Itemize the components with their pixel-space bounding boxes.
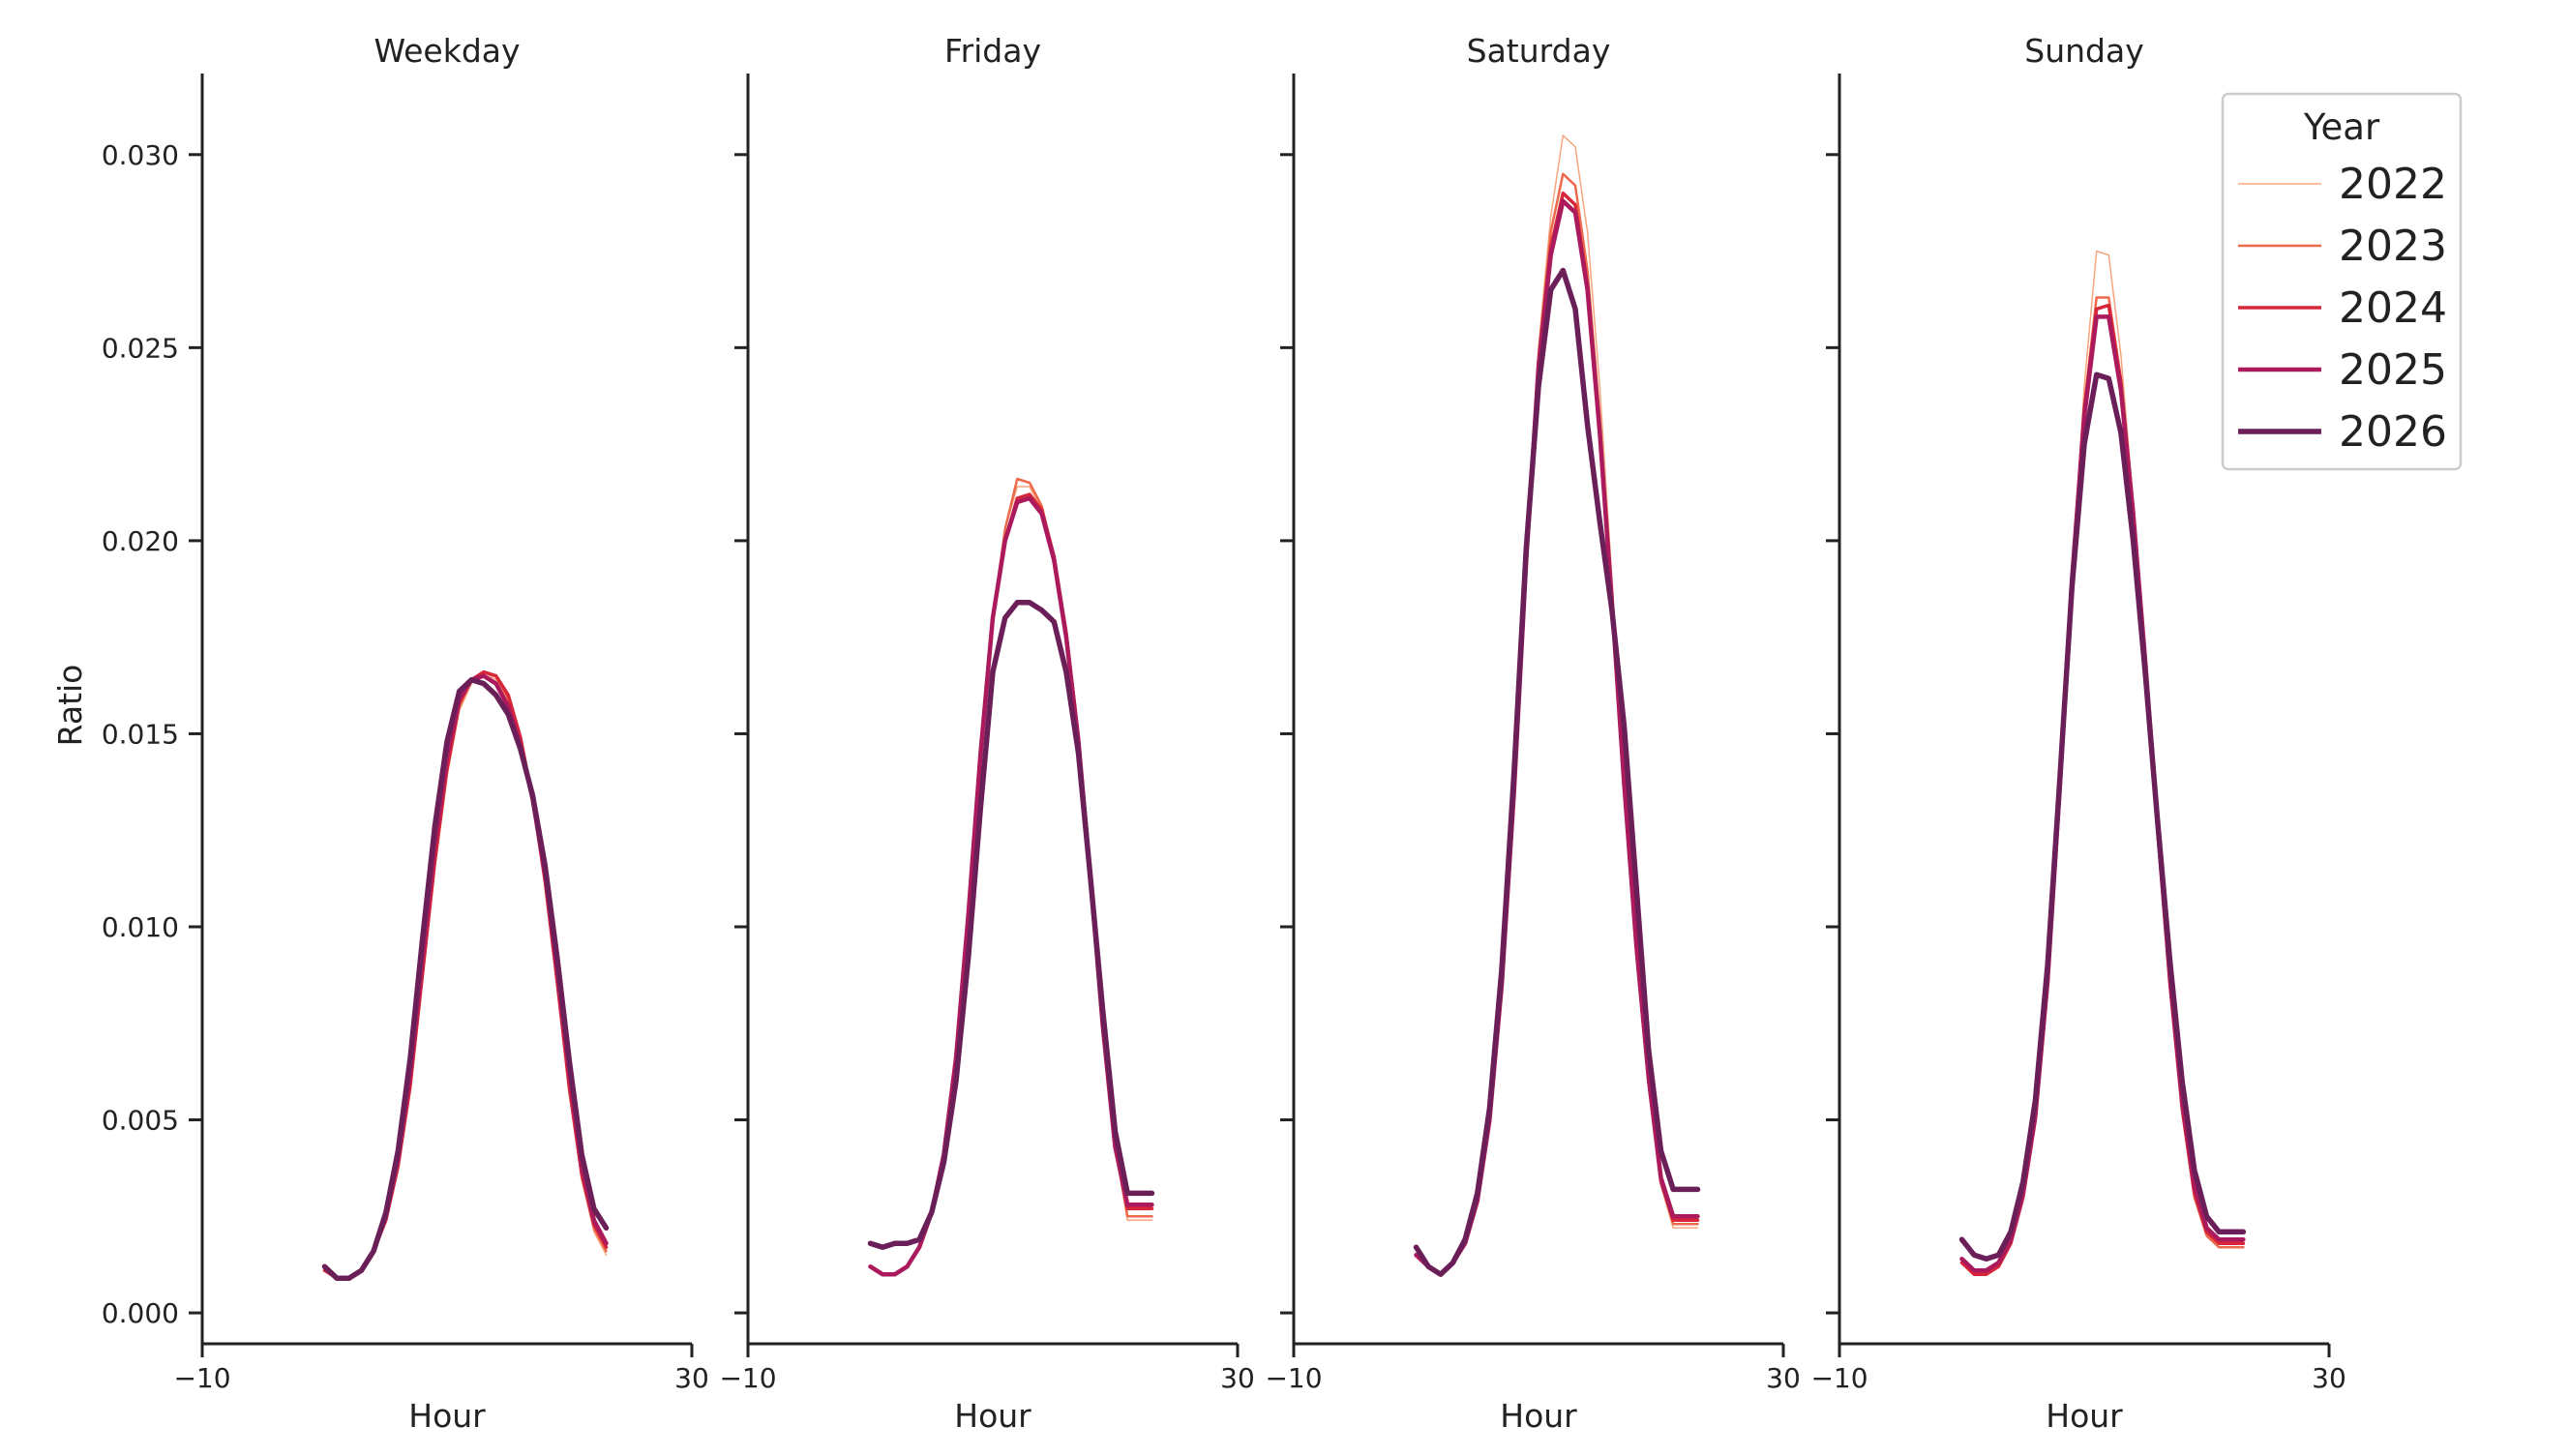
panel-title: Sunday (2024, 32, 2143, 70)
series-line-2023 (1960, 296, 2245, 1276)
x-axis-title: Hour (954, 1397, 1031, 1435)
y-tick-label: 0.015 (102, 718, 179, 750)
y-tick-label: 0.030 (102, 139, 179, 171)
legend-label: 2026 (2339, 407, 2447, 457)
x-tick-label: −10 (1810, 1362, 1868, 1394)
y-tick-label: 0.005 (102, 1105, 179, 1137)
x-tick-label: 30 (674, 1362, 709, 1394)
legend-label: 2024 (2339, 283, 2447, 333)
panel-friday: −10 30 Friday Hour (719, 32, 1254, 1435)
legend: Year 2022 2023 2024 2025 2026 (2221, 92, 2463, 471)
series-line-2026 (1958, 371, 2247, 1262)
x-axis-title: Hour (1500, 1397, 1577, 1435)
y-axis-title: Ratio (51, 665, 89, 747)
legend-label: 2023 (2339, 222, 2447, 271)
panel-saturday: −10 30 Saturday Hour (1265, 32, 1800, 1435)
y-tick-label: 0.000 (102, 1297, 179, 1329)
series-line-2023 (323, 670, 608, 1280)
panel-title: Weekday (374, 32, 520, 70)
series-line-2025 (868, 495, 1154, 1277)
y-tick-label: 0.025 (102, 332, 179, 364)
panel-sunday: −10 30 Sunday Hour (1810, 32, 2346, 1435)
panel-title: Saturday (1467, 32, 1611, 70)
x-tick-label: −10 (719, 1362, 776, 1394)
x-tick-label: 30 (1766, 1362, 1801, 1394)
legend-box (2221, 92, 2463, 471)
x-axis-title: Hour (2046, 1397, 2123, 1435)
series-line-2025 (1959, 314, 2246, 1273)
series-line-2022 (323, 670, 608, 1279)
series-line-2024 (1959, 303, 2246, 1276)
series-line-2026 (321, 676, 610, 1281)
panels-layer: 0.000 0.005 0.010 0.015 0.020 0.025 0.030 −10 30… (102, 32, 2346, 1435)
series-line-2022 (1960, 250, 2245, 1275)
y-tick-label: 0.020 (102, 525, 179, 557)
legend-label: 2025 (2339, 345, 2447, 395)
panel-title: Friday (944, 32, 1041, 70)
series-line-2025 (322, 673, 609, 1281)
x-tick-label: −10 (173, 1362, 230, 1394)
y-tick-label: 0.010 (102, 911, 179, 943)
legend-label: 2022 (2339, 160, 2447, 209)
series-line-2024 (322, 669, 609, 1280)
series-line-2022 (869, 486, 1153, 1275)
x-tick-label: 30 (2312, 1362, 2346, 1394)
panel-weekday: 0.000 0.005 0.010 0.015 0.020 0.025 0.030 −10 30… (102, 32, 709, 1435)
series-line-2026 (1413, 267, 1701, 1277)
series-line-2026 (867, 600, 1155, 1250)
x-tick-label: −10 (1265, 1362, 1322, 1394)
x-axis-title: Hour (408, 1397, 486, 1435)
legend-title: Year (2303, 106, 2380, 148)
series-line-2023 (869, 477, 1153, 1276)
x-tick-label: 30 (1220, 1362, 1255, 1394)
